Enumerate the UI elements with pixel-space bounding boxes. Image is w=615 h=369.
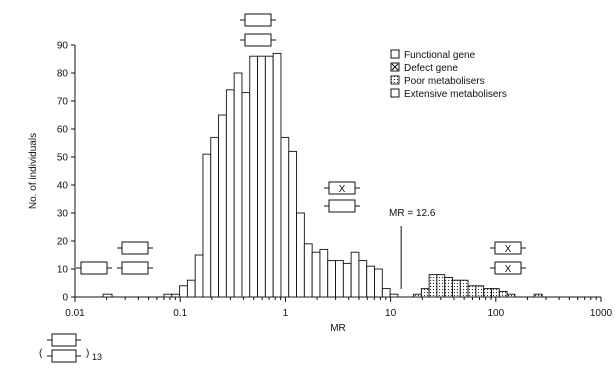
y-tick-label-6: 60 <box>57 125 69 136</box>
x-axis-title: MR <box>330 323 346 334</box>
y-ticks-group: 0 10 20 30 40 50 60 70 80 90 <box>57 41 75 304</box>
bar-extensive-metabolisers-25 <box>350 251 360 298</box>
y-tick-label-7: 70 <box>57 97 69 108</box>
bar-extensive-metabolisers-22 <box>327 260 336 298</box>
bar-extensive-metabolisers-30 <box>389 293 399 298</box>
bar-extensive-metabolisers-29 <box>381 288 391 298</box>
x-ticks-group: 0.01 0.1 1 10 100 1000 <box>65 297 613 319</box>
bar-poor-metabolisers-6 <box>459 279 469 298</box>
bar-extensive-metabolisers-0 <box>102 293 113 298</box>
bar-extensive-metabolisers-18 <box>296 212 305 298</box>
bar-poor-metabolisers-5 <box>452 279 461 298</box>
defect-gene-mark-2: X <box>339 184 346 195</box>
defect-gene-icon-2 <box>328 181 356 195</box>
bar-extensive-metabolisers-27 <box>366 265 375 298</box>
legend-swatch-poor-metabolisers <box>390 75 400 85</box>
bar-extensive-metabolisers-28 <box>374 268 383 298</box>
bar-extensive-metabolisers-3 <box>179 285 188 298</box>
bar-extensive-metabolisers-26 <box>358 260 368 298</box>
functional-gene-icon-0 <box>244 13 272 27</box>
bar-poor-metabolisers-9 <box>483 288 492 298</box>
y-tick-label-8: 80 <box>57 69 69 80</box>
bar-extensive-metabolisers-1 <box>163 293 173 298</box>
bar-poor-metabolisers-3 <box>436 274 446 298</box>
x-tick-label-0: 0.01 <box>65 308 85 319</box>
x-tick-label-2: 1 <box>283 308 289 319</box>
legend-swatch-defect-gene-cross-b <box>391 63 399 71</box>
x-tick-label-3: 10 <box>385 308 397 319</box>
functional-gene-icon-9 <box>51 333 77 347</box>
y-tick-label-9: 90 <box>57 41 69 52</box>
legend-swatch-extensive-metabolisers <box>390 88 400 98</box>
functional-gene-icon-6 <box>121 261 149 275</box>
bar-poor-metabolisers-11 <box>498 290 508 298</box>
bar-poor-metabolisers-0 <box>413 293 422 298</box>
bar-poor-metabolisers-1 <box>420 288 430 298</box>
gene-symbols-group: XXX <box>47 13 526 363</box>
functional-gene-icon-5 <box>121 241 149 255</box>
functional-gene-icon-3 <box>328 199 356 213</box>
x-tick-label-5: 1000 <box>590 308 613 319</box>
bar-extensive-metabolisers-15 <box>272 52 282 298</box>
bar-extensive-metabolisers-21 <box>319 248 329 298</box>
defect-gene-icon-7 <box>494 241 522 255</box>
legend-swatch-functional-gene <box>390 49 400 59</box>
bar-extensive-metabolisers-17 <box>288 150 298 298</box>
bar-extensive-metabolisers-19 <box>303 243 313 298</box>
defect-gene-mark-8: X <box>505 264 512 275</box>
functional-gene-icon-4 <box>80 261 108 275</box>
x-tick-label-1: 0.1 <box>173 308 187 319</box>
legend-label-poor-metabolisers: Poor metabolisers <box>404 76 485 87</box>
duplication-count: 13 <box>92 352 102 362</box>
y-axis-title: No. of individuals <box>28 133 39 209</box>
threshold-label: MR = 12.6 <box>389 208 436 219</box>
legend-label-functional-gene: Functional gene <box>404 50 476 61</box>
bar-extensive-metabolisers-24 <box>342 262 352 298</box>
functional-gene-icon-1 <box>244 33 272 47</box>
bar-extensive-metabolisers-6 <box>202 153 212 298</box>
y-tick-label-5: 50 <box>57 153 69 164</box>
bars-group <box>102 52 543 298</box>
bar-extensive-metabolisers-23 <box>335 260 344 298</box>
y-tick-label-0: 0 <box>62 293 68 304</box>
defect-gene-icon-8 <box>494 261 522 275</box>
bar-extensive-metabolisers-11 <box>241 92 251 298</box>
duplication-open-paren: ( <box>39 348 43 359</box>
bar-poor-metabolisers-10 <box>491 288 500 298</box>
bar-poor-metabolisers-13 <box>533 293 543 298</box>
bar-poor-metabolisers-8 <box>475 285 485 298</box>
defect-gene-mark-7: X <box>505 244 512 255</box>
bar-extensive-metabolisers-13 <box>257 55 266 298</box>
y-tick-label-1: 10 <box>57 265 69 276</box>
bar-extensive-metabolisers-4 <box>186 279 196 298</box>
bar-extensive-metabolisers-16 <box>280 136 290 298</box>
bar-extensive-metabolisers-7 <box>210 136 220 298</box>
bar-poor-metabolisers-2 <box>428 274 438 298</box>
bar-extensive-metabolisers-9 <box>225 89 235 298</box>
bar-extensive-metabolisers-2 <box>171 293 181 298</box>
duplication-close-paren: ) <box>86 348 89 359</box>
bar-poor-metabolisers-12 <box>506 293 516 298</box>
legend-label-defect-gene: Defect gene <box>404 63 458 74</box>
bar-extensive-metabolisers-8 <box>218 114 227 298</box>
bar-extensive-metabolisers-5 <box>194 254 204 298</box>
bar-extensive-metabolisers-20 <box>311 251 321 298</box>
bar-poor-metabolisers-7 <box>467 285 477 298</box>
bar-extensive-metabolisers-10 <box>233 72 243 298</box>
legend-label-extensive-metabolisers: Extensive metabolisers <box>404 89 507 100</box>
bar-extensive-metabolisers-12 <box>249 55 259 298</box>
x-tick-label-4: 100 <box>487 308 504 319</box>
functional-gene-icon-10 <box>51 349 77 363</box>
y-tick-label-3: 30 <box>57 209 69 220</box>
legend: Functional gene Defect gene Poor metabol… <box>390 49 507 100</box>
bar-extensive-metabolisers-14 <box>264 55 274 298</box>
bar-poor-metabolisers-4 <box>444 276 453 298</box>
y-tick-label-4: 40 <box>57 181 69 192</box>
y-tick-label-2: 20 <box>57 237 69 248</box>
